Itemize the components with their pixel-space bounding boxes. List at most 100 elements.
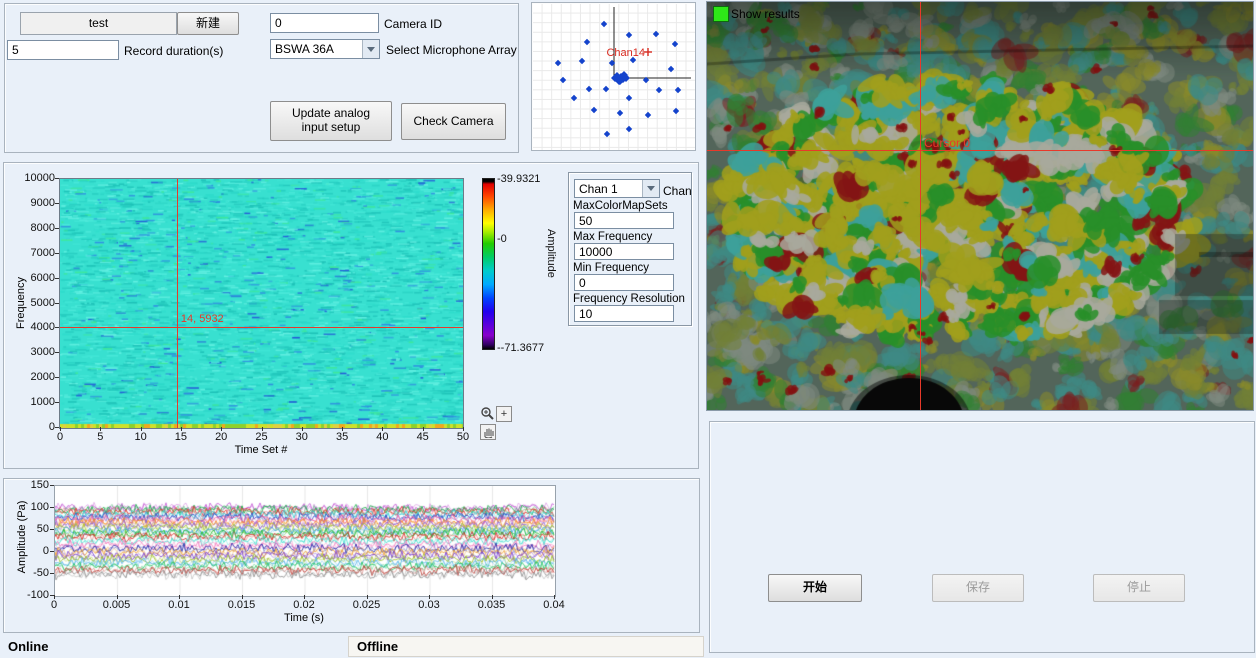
tick-label: 0.02 bbox=[286, 599, 322, 611]
tick-mark bbox=[181, 427, 182, 431]
channel-dropdown-label: Chan bbox=[663, 184, 692, 198]
new-session-button[interactable]: 新建 bbox=[177, 12, 239, 35]
status-offline-bar: Offline bbox=[348, 636, 704, 657]
record-duration-field[interactable]: 5 bbox=[7, 40, 119, 60]
camera-cursor-hline[interactable] bbox=[707, 150, 1253, 151]
tick-label: 10000 bbox=[12, 172, 55, 184]
mic-array-value: BSWA 36A bbox=[275, 42, 334, 56]
tick-mark bbox=[50, 507, 54, 508]
zoom-tool-icon[interactable] bbox=[480, 406, 495, 421]
status-offline-text: Offline bbox=[357, 639, 398, 654]
tick-label: 1000 bbox=[12, 396, 55, 408]
spectrogram-cursor-hline[interactable] bbox=[60, 327, 463, 328]
tick-mark bbox=[50, 529, 54, 530]
camera-cursor-vline[interactable] bbox=[920, 2, 921, 410]
svg-text:Chan14: Chan14 bbox=[606, 47, 645, 59]
tick-mark bbox=[342, 427, 343, 431]
tick-label: 0.005 bbox=[99, 599, 135, 611]
tick-mark bbox=[463, 427, 464, 431]
spectrogram-cursor-vline[interactable] bbox=[177, 179, 178, 428]
tick-mark bbox=[55, 253, 59, 254]
tick-label: -50 bbox=[12, 567, 49, 579]
tick-label: 0.03 bbox=[411, 599, 447, 611]
tick-label: 150 bbox=[12, 479, 49, 491]
chevron-down-icon[interactable] bbox=[362, 40, 379, 58]
tick-mark bbox=[302, 427, 303, 431]
max-frequency-field[interactable]: 10000 bbox=[574, 243, 674, 260]
tick-label: 50 bbox=[445, 431, 481, 443]
frequency-resolution-label: Frequency Resolution bbox=[573, 293, 685, 305]
waveform-traces bbox=[55, 486, 555, 596]
update-analog-input-button[interactable]: Update analog input setup bbox=[270, 101, 392, 141]
tick-mark bbox=[55, 303, 59, 304]
tick-mark bbox=[262, 427, 263, 431]
tick-mark bbox=[304, 595, 305, 599]
tick-mark bbox=[429, 595, 430, 599]
check-camera-button[interactable]: Check Camera bbox=[401, 103, 506, 140]
show-results-label: Show results bbox=[731, 7, 800, 21]
config-panel: test 新建 0 Camera ID 5 Record duration(s)… bbox=[4, 3, 519, 153]
show-results-led[interactable] bbox=[713, 6, 729, 22]
cursor-tool-icon[interactable]: + bbox=[496, 406, 512, 422]
waveform-panel: Amplitude (Pa) 150100500-50-100 00.0050.… bbox=[3, 478, 700, 633]
tick-label: 0 bbox=[36, 599, 72, 611]
tick-label: 0.01 bbox=[161, 599, 197, 611]
tick-mark bbox=[55, 402, 59, 403]
camera-id-label: Camera ID bbox=[384, 17, 442, 31]
channel-dropdown[interactable]: Chan 1 bbox=[574, 179, 660, 198]
tick-label: 20 bbox=[203, 431, 239, 443]
waveform-xlabel: Time (s) bbox=[274, 612, 334, 624]
min-frequency-field[interactable]: 0 bbox=[574, 274, 674, 291]
stop-button[interactable]: 停止 bbox=[1093, 574, 1185, 602]
pan-tool-icon[interactable] bbox=[480, 424, 496, 440]
tick-label: 0.035 bbox=[474, 599, 510, 611]
spectrogram-cursor-readout: 14, 5932 bbox=[181, 313, 224, 325]
spectrogram-plot[interactable]: 14, 5932 bbox=[59, 178, 464, 429]
tick-label: 10 bbox=[123, 431, 159, 443]
camera-id-field[interactable]: 0 bbox=[270, 13, 379, 33]
maxcolormapsets-field[interactable]: 50 bbox=[574, 212, 674, 229]
tick-label: 2000 bbox=[12, 371, 55, 383]
tick-label: 40 bbox=[364, 431, 400, 443]
save-button[interactable]: 保存 bbox=[932, 574, 1024, 602]
tick-mark bbox=[221, 427, 222, 431]
array-preview-plot[interactable]: Chan14 bbox=[531, 2, 696, 151]
channel-dropdown-value: Chan 1 bbox=[579, 182, 618, 196]
spectrogram-xlabel: Time Set # bbox=[231, 444, 291, 456]
acoustic-overlay-image bbox=[707, 2, 1253, 410]
tick-mark bbox=[50, 573, 54, 574]
tick-label: 5 bbox=[82, 431, 118, 443]
waveform-plot[interactable] bbox=[54, 485, 556, 597]
tick-label: 7000 bbox=[12, 247, 55, 259]
tick-label: 0 bbox=[12, 545, 49, 557]
max-frequency-label: Max Frequency bbox=[573, 231, 652, 243]
tick-label: 0.025 bbox=[349, 599, 385, 611]
session-name-field[interactable]: test bbox=[20, 12, 177, 35]
record-duration-label: Record duration(s) bbox=[124, 44, 223, 58]
chevron-down-icon[interactable] bbox=[642, 180, 659, 197]
colorbar-tick-mid: -0 bbox=[497, 233, 507, 245]
spectrogram-image bbox=[60, 179, 463, 428]
start-button[interactable]: 开始 bbox=[768, 574, 862, 602]
amplitude-colorbar[interactable] bbox=[482, 178, 495, 350]
frequency-resolution-field[interactable]: 10 bbox=[574, 305, 674, 322]
tick-mark bbox=[382, 427, 383, 431]
mic-array-dropdown[interactable]: BSWA 36A bbox=[270, 39, 380, 59]
status-online: Online bbox=[8, 639, 48, 654]
colorbar-tick-max: -39.9321 bbox=[497, 173, 540, 185]
tick-label: 6000 bbox=[12, 272, 55, 284]
action-panel: 开始 保存 停止 bbox=[709, 421, 1255, 653]
tick-mark bbox=[242, 595, 243, 599]
tick-label: 25 bbox=[244, 431, 280, 443]
tick-mark bbox=[492, 595, 493, 599]
tick-label: 35 bbox=[324, 431, 360, 443]
camera-view[interactable]: Cursor 0 Show results bbox=[706, 1, 1254, 411]
colorbar-tick-min: --71.3677 bbox=[497, 342, 544, 354]
tick-mark bbox=[117, 595, 118, 599]
tick-mark bbox=[50, 485, 54, 486]
camera-cursor-label: Cursor 0 bbox=[924, 136, 970, 150]
tick-label: 45 bbox=[405, 431, 441, 443]
tick-label: 30 bbox=[284, 431, 320, 443]
acoustic-camera-app: { "config_panel": { "session_name": "tes… bbox=[0, 0, 1256, 658]
tick-mark bbox=[55, 352, 59, 353]
